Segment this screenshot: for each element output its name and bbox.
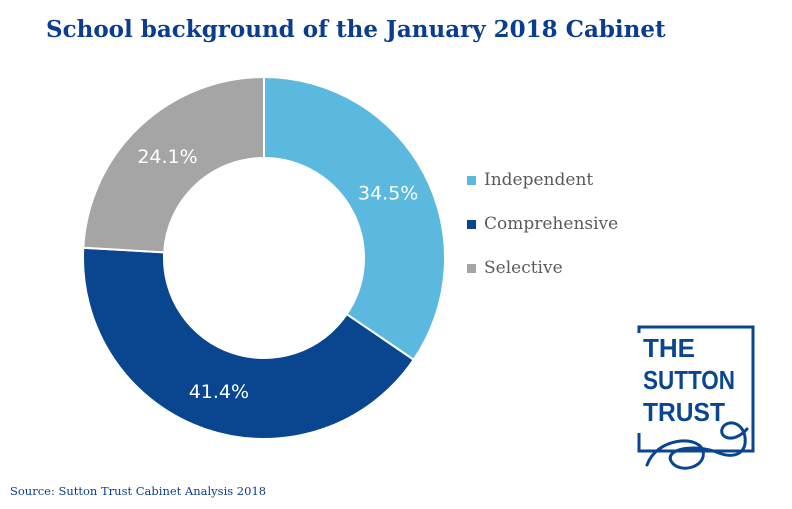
legend-swatch-comprehensive [467, 219, 476, 229]
logo-swash [645, 421, 749, 470]
logo-line-1: THE [643, 333, 695, 363]
legend-label-comprehensive: Comprehensive [484, 214, 619, 234]
logo-line-3: TRUST [643, 397, 725, 427]
legend-item-independent: Independent [467, 158, 618, 202]
source-note: Source: Sutton Trust Cabinet Analysis 20… [10, 484, 267, 498]
logo-line-2: SUTTON [643, 365, 735, 395]
legend-swatch-selective [467, 263, 476, 273]
legend: Independent Comprehensive Selective [467, 158, 618, 290]
legend-item-comprehensive: Comprehensive [467, 202, 618, 246]
sutton-trust-logo: THE SUTTON TRUST [637, 325, 755, 470]
data-label-independent: 34.5% [358, 182, 418, 204]
donut-slice-comprehensive [82, 246, 416, 440]
data-label-selective: 24.1% [137, 146, 197, 168]
chart-title: School background of the January 2018 Ca… [46, 16, 666, 43]
legend-label-selective: Selective [484, 258, 563, 278]
donut-slice-independent [263, 75, 446, 362]
legend-swatch-independent [467, 175, 476, 185]
data-label-comprehensive: 41.4% [189, 381, 249, 403]
donut-slice-selective [82, 75, 265, 254]
legend-item-selective: Selective [467, 246, 618, 290]
legend-label-independent: Independent [484, 170, 594, 190]
